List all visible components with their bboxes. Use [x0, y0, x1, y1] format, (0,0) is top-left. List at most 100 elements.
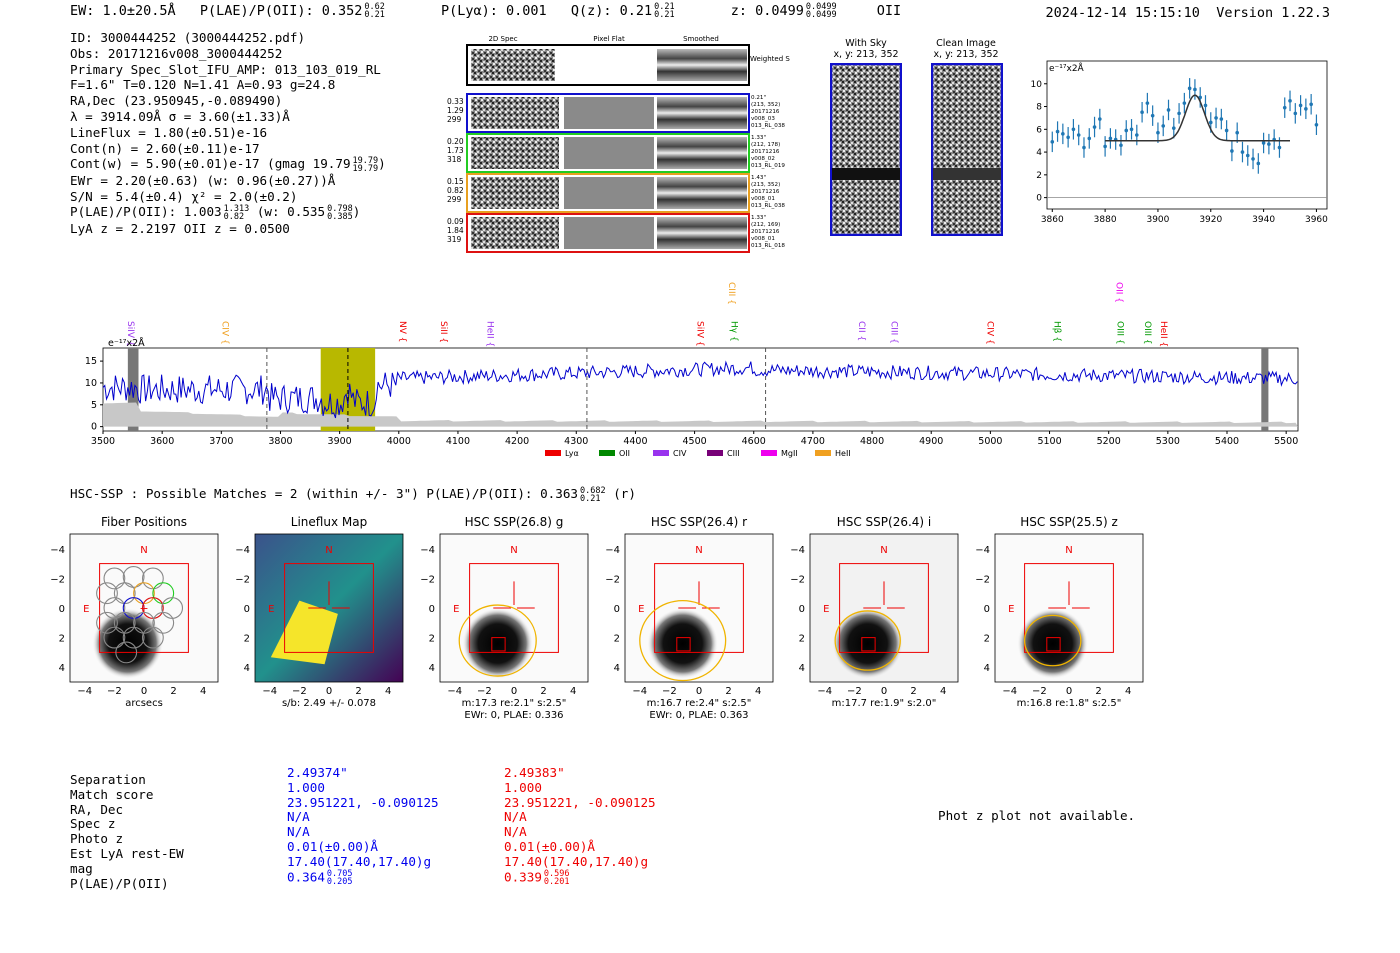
panel-title: HSC SSP(26.8) g	[465, 515, 564, 529]
x-tick-label: 4100	[446, 436, 470, 447]
fiber-circle	[103, 567, 126, 590]
y-tick-label: −2	[975, 574, 990, 585]
cutout-flat	[564, 97, 654, 129]
emission-line-label: HeII {	[485, 321, 495, 347]
data-point	[1214, 116, 1218, 120]
cutout-meta: 1.43"	[751, 175, 766, 181]
fiber-circle	[141, 626, 164, 649]
full-spectrum-chart: 3500 3600 3700 3800 3900 4000 4100 4200 4300 4400…	[85, 282, 1299, 458]
data-point	[1082, 145, 1086, 150]
x-tick-label: 3880	[1094, 215, 1117, 225]
legend-swatch	[707, 450, 723, 456]
data-point	[1066, 135, 1070, 140]
x-tick-label: 4	[385, 686, 391, 697]
line-fit-chart: e⁻¹⁷x2Å 3860 3880 3900 3920 3940 3960 0 2 4 6 8 10	[1031, 60, 1328, 225]
with-sky-title: With Sky x, y: 213, 352	[833, 38, 899, 60]
emission-line-label: HeII {	[1158, 321, 1168, 347]
data-point	[1061, 132, 1065, 136]
x-tick-label: 2	[540, 686, 546, 697]
detection-info: ID: 3000444252 (3000444252.pdf) Obs: 201…	[70, 30, 386, 237]
x-tick-label: 5500	[1274, 436, 1298, 447]
cutout-meta: 20171216	[751, 109, 780, 115]
cutout-meta: 013_RL_019	[751, 163, 785, 169]
x-tick-label: 0	[326, 686, 332, 697]
fiber-circle	[152, 611, 175, 634]
legend-swatch	[599, 450, 615, 456]
cutout-flat	[564, 177, 654, 209]
data-point	[1055, 129, 1060, 134]
cutout-2d	[471, 217, 559, 249]
info-id: ID: 3000444252 (3000444252.pdf)	[70, 30, 306, 45]
emission-line-label: SiII {	[438, 321, 448, 343]
x-tick-label: 4000	[387, 436, 411, 447]
cutout-flat	[564, 217, 654, 249]
cutout-stat: 299	[447, 115, 462, 124]
cutout-meta: v008_01	[751, 236, 775, 242]
cutout-stat: 0.09	[447, 217, 464, 226]
emission-line-label: Hβ {	[1051, 321, 1061, 342]
col-2d-spec: 2D Spec	[488, 35, 517, 43]
y-tick-label: −2	[605, 574, 620, 585]
panel-caption: EWr: 0, PLAE: 0.363	[649, 710, 748, 721]
data-point	[1304, 107, 1308, 111]
data-point	[1219, 117, 1224, 121]
data-point	[1129, 127, 1134, 132]
cutout-meta: 1.33"	[751, 215, 766, 221]
legend-swatch	[545, 450, 561, 456]
with-sky-image	[830, 63, 902, 236]
x-tick-label: 3600	[150, 436, 174, 447]
panel-title: HSC SSP(26.4) i	[837, 515, 932, 529]
x-tick-label: 4700	[801, 436, 825, 447]
panel-caption: EWr: 0, PLAE: 0.336	[464, 710, 563, 721]
gaussian-fit	[1105, 94, 1290, 142]
emission-line-label: CIII {	[889, 321, 899, 344]
data-point	[1240, 150, 1245, 154]
cutout-flat	[564, 137, 654, 169]
data-point	[1251, 157, 1255, 161]
cutout-meta: (213, 352)	[751, 182, 780, 188]
data-point	[1092, 125, 1097, 129]
panel-caption: m:17.7 re:1.9" s:2.0"	[832, 698, 937, 709]
x-tick-label: 4300	[564, 436, 588, 447]
y-tick-label: 10	[1031, 80, 1043, 90]
data-point	[1187, 86, 1192, 91]
fiber-circle	[103, 626, 126, 649]
match-box	[676, 637, 691, 652]
east-label: E	[638, 604, 644, 615]
emission-line-label: SiIV {	[695, 321, 705, 347]
y-tick-label: 0	[799, 604, 805, 615]
emission-line-label: OIII {	[1115, 321, 1125, 345]
y-tick-label: 0	[244, 604, 250, 615]
data-point	[1124, 128, 1129, 133]
x-tick-label: 0	[511, 686, 517, 697]
x-tick-label: 3800	[268, 436, 292, 447]
north-label: N	[1065, 545, 1072, 556]
info-contw: Cont(w) = 5.90(±0.01)e-17 (gmag 19.79 19.…	[70, 155, 386, 174]
label-match-score: Match score	[70, 786, 154, 802]
y-tick-label: 2	[244, 634, 250, 645]
plya-value: P(Lyα): 0.001	[441, 3, 547, 19]
y-tick-label: 2	[59, 634, 65, 645]
cutout-stat: 1.84	[447, 226, 464, 235]
cutout-stat: 1.73	[447, 146, 464, 155]
x-tick-label: 4	[940, 686, 946, 697]
weighted-sum-label: Weighted Sum	[750, 55, 790, 63]
x-tick-label: 4	[755, 686, 761, 697]
line-fit-ylabel: e⁻¹⁷x2Å	[1049, 62, 1085, 74]
spectrum-ylabel: e⁻¹⁷x2Å	[108, 337, 145, 349]
y-tick-label: −2	[790, 574, 805, 585]
match-ellipse	[1023, 614, 1082, 667]
x-tick-label: 4600	[742, 436, 766, 447]
data-point	[1140, 110, 1144, 115]
north-label: N	[695, 545, 702, 556]
cutout-meta: 013_RL_018	[751, 243, 785, 249]
y-tick-label: 4	[244, 663, 250, 674]
y-tick-label: −2	[50, 574, 65, 585]
y-tick-label: 4	[614, 663, 620, 674]
data-point	[1050, 140, 1055, 144]
legend-label: CIII	[727, 449, 740, 458]
y-tick-label: 10	[85, 378, 97, 389]
col-smoothed: Smoothed	[683, 35, 719, 43]
east-label: E	[268, 604, 274, 615]
x-tick-label: 3700	[209, 436, 233, 447]
